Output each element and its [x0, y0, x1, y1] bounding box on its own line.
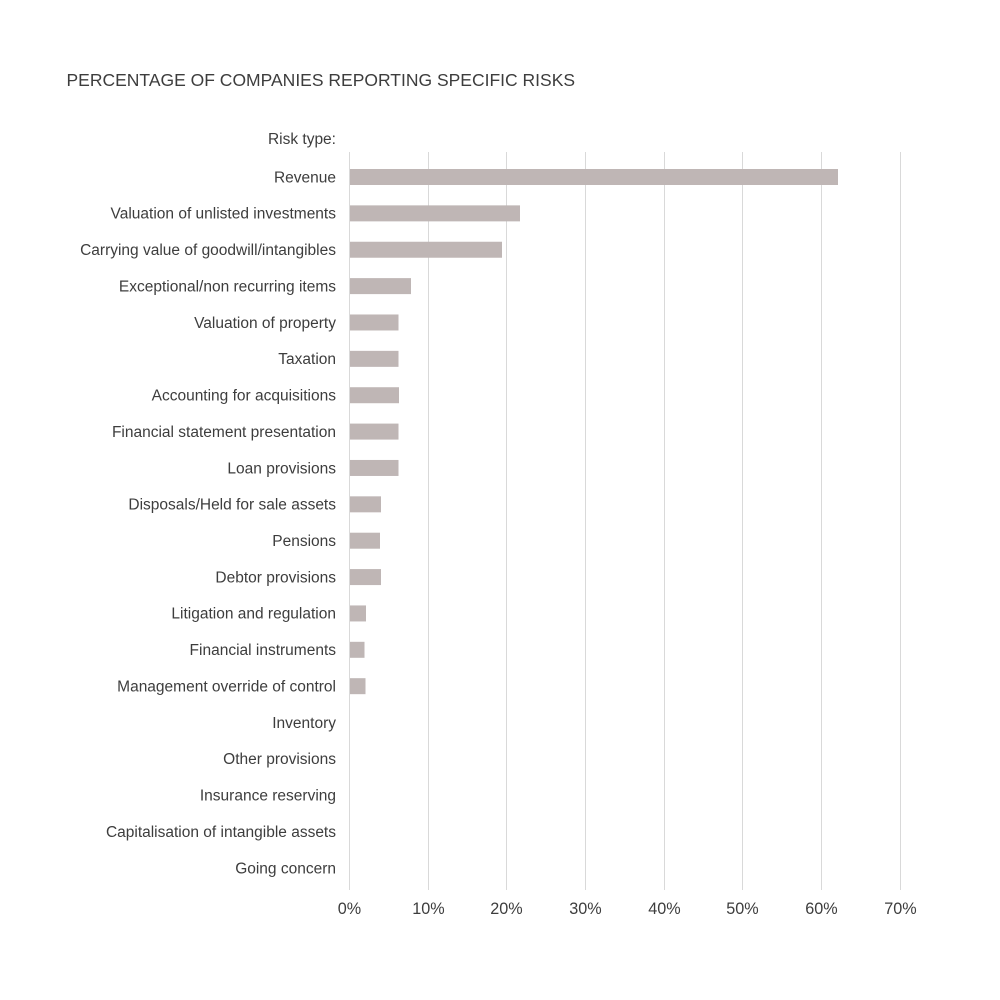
svg-text:Going concern: Going concern [235, 860, 336, 877]
svg-text:Capitalisation of intangible a: Capitalisation of intangible assets [106, 824, 336, 841]
svg-text:Pensions: Pensions [272, 533, 336, 550]
svg-text:Exceptional/non recurring item: Exceptional/non recurring items [119, 278, 336, 295]
svg-text:Disposals/Held for sale assets: Disposals/Held for sale assets [128, 497, 336, 514]
svg-text:Financial statement presentati: Financial statement presentation [112, 424, 336, 441]
svg-text:70%: 70% [884, 900, 916, 918]
svg-text:Insurance reserving: Insurance reserving [200, 788, 336, 805]
svg-text:Accounting for acquisitions: Accounting for acquisitions [152, 388, 337, 405]
svg-text:Carrying value of goodwill/int: Carrying value of goodwill/intangibles [80, 242, 336, 259]
svg-text:0%: 0% [338, 900, 361, 918]
svg-text:Debtor provisions: Debtor provisions [215, 569, 336, 586]
svg-text:30%: 30% [569, 900, 601, 918]
svg-text:Loan provisions: Loan provisions [227, 460, 336, 477]
svg-text:20%: 20% [490, 900, 522, 918]
svg-text:Revenue: Revenue [274, 169, 336, 186]
svg-text:Other provisions: Other provisions [223, 751, 336, 768]
svg-text:Valuation of property: Valuation of property [194, 315, 336, 332]
svg-text:60%: 60% [805, 900, 837, 918]
svg-text:PERCENTAGE OF COMPANIES REPORT: PERCENTAGE OF COMPANIES REPORTING SPECIF… [67, 70, 576, 90]
svg-text:Valuation of unlisted investme: Valuation of unlisted investments [111, 206, 337, 223]
svg-text:Inventory: Inventory [272, 715, 336, 732]
svg-text:Financial instruments: Financial instruments [190, 642, 337, 659]
svg-text:Management override of control: Management override of control [117, 678, 336, 695]
svg-text:Litigation and regulation: Litigation and regulation [171, 606, 336, 623]
svg-text:Risk type:: Risk type: [268, 131, 336, 148]
svg-text:10%: 10% [412, 900, 444, 918]
svg-text:Taxation: Taxation [278, 351, 336, 368]
svg-text:50%: 50% [726, 900, 758, 918]
svg-text:40%: 40% [648, 900, 680, 918]
